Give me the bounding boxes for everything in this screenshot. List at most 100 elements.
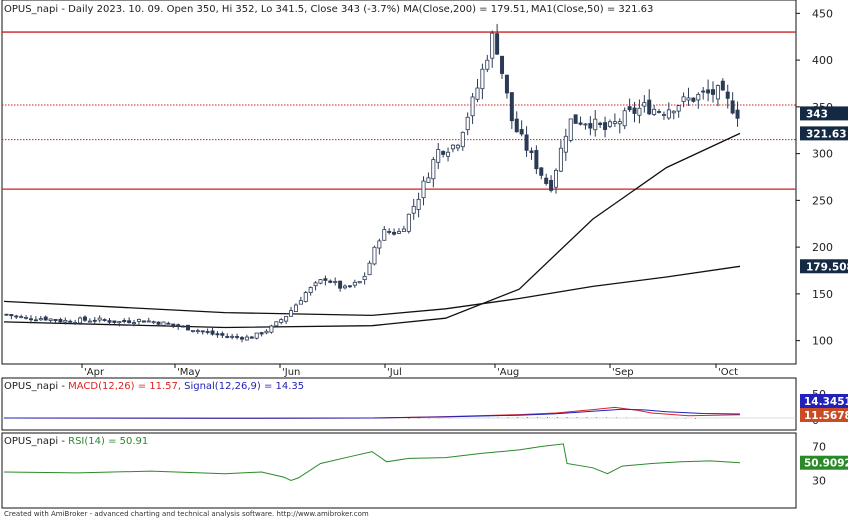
candle-body	[284, 316, 289, 322]
rsi-tick-label: 30	[812, 475, 826, 488]
candle-body	[735, 109, 740, 119]
candle-body	[127, 320, 132, 324]
ma50-value-label: 321.63	[806, 128, 847, 140]
rsi-line	[3, 443, 741, 482]
candle-body	[244, 336, 249, 341]
ma50-line	[3, 132, 741, 329]
macd-caption: OPUS_napi - MACD(12,26) = 11.57, Signal(1…	[4, 381, 304, 392]
candle-body	[514, 118, 519, 133]
candle-body	[475, 87, 480, 100]
candle-body	[298, 300, 303, 305]
candle-body	[642, 102, 647, 107]
candle-body	[588, 123, 593, 129]
caption-symbol: OPUS_napi	[4, 4, 58, 15]
y-tick-label: 250	[812, 194, 833, 207]
candle-body	[249, 336, 254, 339]
rsi-series: 70 30 50.9092	[3, 441, 850, 488]
moving-averages	[3, 132, 741, 329]
caption-ma50: MA1(Close,50) = 321.63	[531, 4, 654, 15]
candle-body	[259, 332, 264, 335]
candle-body	[176, 324, 181, 327]
candle-body	[509, 92, 514, 122]
candle-body	[617, 121, 622, 125]
candle-body	[426, 177, 431, 183]
signal-value-label-bg	[800, 394, 848, 408]
candle-body	[166, 322, 171, 325]
y-tick-label: 150	[812, 288, 833, 301]
candle-body	[289, 310, 294, 317]
price-y-axis: 100150200250300350400450	[796, 7, 833, 348]
x-month-label: 'Aug	[497, 367, 519, 378]
candle-body	[495, 33, 500, 55]
macd-caption-signal: Signal(12,26,9) = 14.35	[184, 381, 304, 392]
price-caption: OPUS_napi - Daily 2023. 10. 09. Open 350…	[4, 4, 653, 15]
candle-body	[33, 319, 38, 322]
ma200-line	[3, 265, 741, 317]
candle-body	[583, 123, 588, 126]
candle-body	[377, 240, 382, 249]
candle-body	[524, 134, 529, 151]
ma200-value-label: 179.508	[806, 261, 850, 273]
candle-body	[362, 275, 367, 281]
candle-body	[68, 320, 73, 323]
candle-body	[151, 321, 156, 324]
candle-body	[308, 287, 313, 293]
candle-body	[73, 322, 78, 324]
candle-body	[480, 68, 485, 90]
candle-body	[563, 135, 568, 153]
horizontal-lines	[2, 31, 796, 190]
candle-body	[387, 231, 392, 233]
candle-body	[97, 317, 102, 321]
candle-body	[293, 304, 298, 312]
candle-body	[210, 330, 215, 335]
candle-body	[421, 180, 426, 199]
candle-body	[401, 228, 406, 232]
rsi-caption-rsi: RSI(14) = 50.91	[68, 436, 148, 447]
candle-body	[190, 330, 195, 332]
candle-body	[612, 121, 617, 124]
candle-body	[558, 147, 563, 172]
candle-body	[87, 320, 92, 323]
candle-body	[622, 110, 627, 127]
candle-body	[53, 319, 58, 321]
candle-body	[578, 122, 583, 125]
candle-body	[328, 280, 333, 283]
candle-body	[661, 114, 666, 116]
last-close-label: 343	[806, 108, 828, 120]
candle-body	[102, 319, 107, 321]
candle-body	[382, 229, 387, 241]
x-month-label: 'Jun	[282, 367, 300, 378]
candle-body	[117, 321, 122, 324]
candle-body	[573, 114, 578, 124]
candle-body	[490, 32, 495, 59]
candle-body	[701, 90, 706, 93]
candle-body	[446, 151, 451, 157]
candle-body	[185, 324, 190, 331]
candle-body	[730, 100, 735, 114]
candle-body	[416, 198, 421, 210]
x-month-label: 'May	[177, 367, 201, 378]
candle-body	[225, 336, 230, 338]
candle-body	[470, 96, 475, 117]
candle-body	[607, 121, 612, 127]
rsi-caption-prefix: OPUS_napi -	[4, 436, 68, 447]
ma200-value-label-bg	[800, 259, 848, 274]
candle-body	[500, 55, 505, 74]
candle-body	[28, 318, 33, 321]
candle-body	[372, 246, 377, 265]
candle-body	[627, 106, 632, 111]
candle-body	[720, 80, 725, 91]
candle-body	[205, 331, 210, 333]
candle-body	[171, 323, 176, 326]
candle-body	[48, 318, 53, 321]
candle-body	[671, 110, 676, 114]
candle-body	[539, 167, 544, 176]
candle-body	[107, 320, 112, 323]
candle-body	[122, 319, 127, 322]
candle-body	[411, 205, 416, 214]
x-month-label: 'Oct	[718, 367, 738, 378]
rsi-value-label: 50.9092	[804, 458, 850, 470]
x-month-label: 'Sep	[612, 367, 634, 378]
